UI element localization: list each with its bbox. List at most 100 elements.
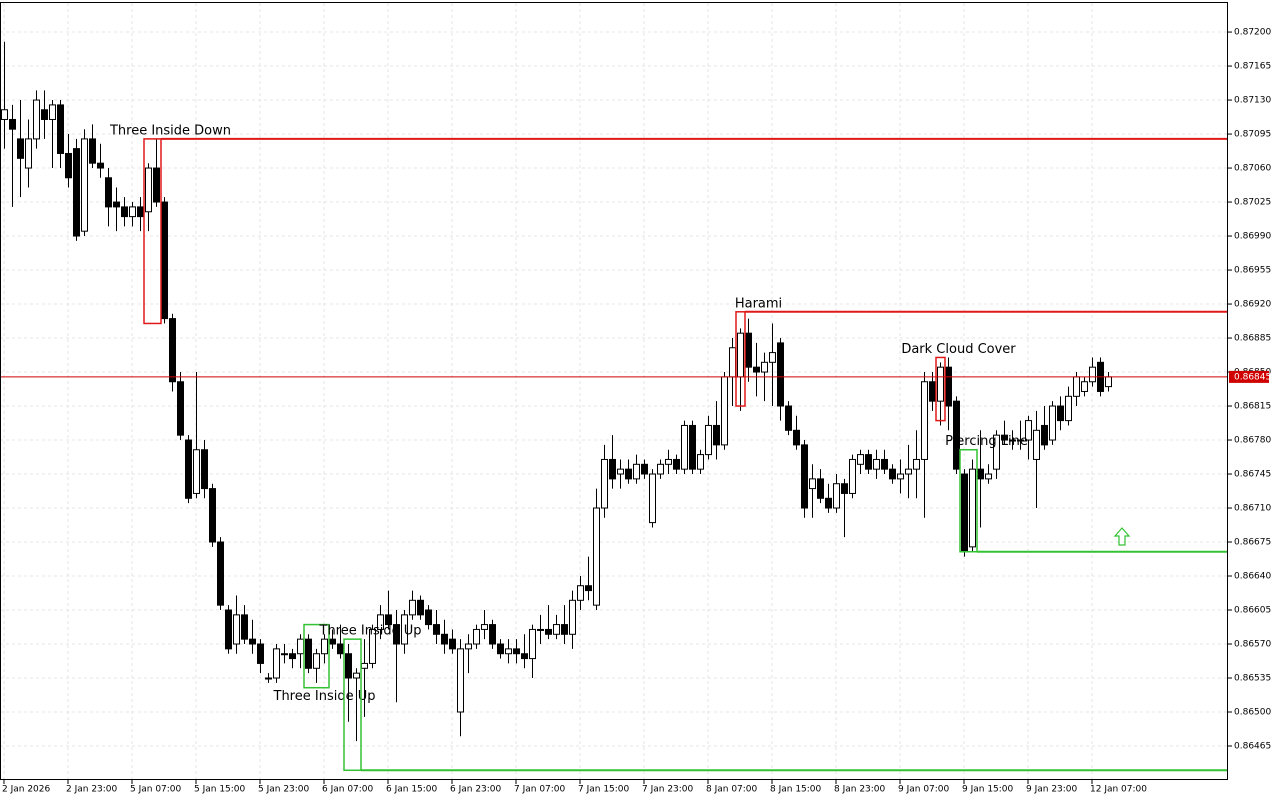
x-tick-label: 7 Jan 23:00 bbox=[642, 785, 694, 795]
candle-body bbox=[433, 624, 440, 635]
candle-body bbox=[497, 643, 504, 655]
candle-body bbox=[713, 424, 720, 446]
candle-body bbox=[513, 648, 520, 655]
candle-body bbox=[937, 366, 944, 402]
plot-border bbox=[0, 2, 1228, 780]
candle-body bbox=[177, 381, 184, 436]
candle-body bbox=[505, 648, 512, 655]
candle-body bbox=[193, 449, 200, 494]
candle-body bbox=[793, 429, 800, 446]
candle-body bbox=[201, 449, 208, 490]
candle-body bbox=[257, 643, 264, 664]
x-tick-label: 7 Jan 15:00 bbox=[578, 785, 630, 795]
y-tick-label: 0.86815 bbox=[1234, 402, 1271, 412]
candle-body bbox=[89, 138, 96, 164]
candle-body bbox=[665, 458, 672, 465]
x-tick-label: 7 Jan 07:00 bbox=[514, 785, 566, 795]
x-tick-label: 2 Jan 23:00 bbox=[66, 785, 118, 795]
candle-body bbox=[33, 99, 40, 140]
candle-body bbox=[441, 633, 448, 645]
candle-body bbox=[1049, 405, 1056, 441]
candle-body bbox=[353, 672, 360, 679]
candle-body bbox=[873, 458, 880, 470]
candle-body bbox=[1105, 376, 1112, 388]
pattern-label: Piercing Line bbox=[945, 434, 1028, 449]
candle-body bbox=[865, 454, 872, 470]
x-tick-label: 5 Jan 23:00 bbox=[258, 785, 310, 795]
candle-body bbox=[921, 381, 928, 460]
y-tick-label: 0.86675 bbox=[1234, 538, 1271, 548]
candle-body bbox=[401, 614, 408, 645]
candle-body bbox=[617, 468, 624, 475]
candle-body bbox=[897, 473, 904, 480]
x-tick-label: 12 Jan 07:00 bbox=[1090, 785, 1147, 795]
candle-body bbox=[57, 104, 64, 154]
candle-body bbox=[777, 342, 784, 407]
candle-body bbox=[993, 434, 1000, 470]
candle-body bbox=[857, 454, 864, 465]
candle-body bbox=[1, 109, 8, 120]
last-price-tag bbox=[1229, 370, 1269, 383]
y-tick-label: 0.86955 bbox=[1234, 266, 1271, 276]
x-tick-label: 5 Jan 15:00 bbox=[194, 785, 246, 795]
candle-body bbox=[705, 424, 712, 456]
candle-body bbox=[985, 473, 992, 480]
candle-body bbox=[529, 628, 536, 660]
candle-body bbox=[761, 361, 768, 373]
pattern-label: Harami bbox=[735, 296, 782, 311]
candle-body bbox=[129, 206, 136, 218]
y-tick-label: 0.86570 bbox=[1234, 640, 1271, 650]
candles bbox=[1, 41, 1112, 742]
x-tick-label: 8 Jan 15:00 bbox=[770, 785, 822, 795]
candle-body bbox=[249, 638, 256, 645]
candle-body bbox=[625, 468, 632, 480]
y-tick-label: 0.86920 bbox=[1234, 300, 1271, 310]
candle-body bbox=[633, 463, 640, 480]
y-tick-label: 0.87095 bbox=[1234, 130, 1271, 140]
candle-body bbox=[825, 497, 832, 509]
pattern-label: Three Inside Up bbox=[273, 689, 376, 704]
candle-body bbox=[1025, 420, 1032, 441]
y-tick-label: 0.86500 bbox=[1234, 708, 1271, 718]
candle-body bbox=[593, 507, 600, 606]
candle-body bbox=[1041, 424, 1048, 446]
y-tick-label: 0.86465 bbox=[1234, 742, 1271, 752]
pattern-label: Three Inside Up bbox=[319, 624, 422, 639]
candle-body bbox=[169, 318, 176, 383]
pattern-box bbox=[343, 638, 362, 772]
candle-body bbox=[1017, 439, 1024, 442]
x-tick-label: 8 Jan 07:00 bbox=[706, 785, 758, 795]
candle-body bbox=[721, 376, 728, 446]
candle-body bbox=[969, 468, 976, 548]
candle-body bbox=[1009, 439, 1016, 442]
candle-body bbox=[809, 478, 816, 490]
candle-body bbox=[145, 167, 152, 213]
pattern-box bbox=[935, 356, 946, 422]
candle-body bbox=[881, 458, 888, 470]
candle-body bbox=[489, 624, 496, 645]
candle-body bbox=[25, 138, 32, 169]
candle-body bbox=[9, 118, 16, 130]
candle-body bbox=[641, 463, 648, 475]
candle-body bbox=[1033, 429, 1040, 460]
candle-body bbox=[425, 609, 432, 626]
buy-arrow bbox=[1113, 527, 1131, 546]
candle-body bbox=[801, 444, 808, 509]
pattern-box bbox=[735, 311, 746, 407]
y-tick-label: 0.86745 bbox=[1234, 470, 1271, 480]
candle-body bbox=[745, 332, 752, 368]
y-tick-label: 0.86640 bbox=[1234, 572, 1271, 582]
last-price-label: 0.86845 bbox=[1234, 372, 1271, 382]
candle-body bbox=[361, 662, 368, 669]
candle-body bbox=[409, 599, 416, 616]
candle-body bbox=[137, 206, 144, 218]
candle-body bbox=[329, 638, 336, 645]
candle-body bbox=[1057, 405, 1064, 422]
candle-body bbox=[753, 366, 760, 373]
y-tick-label: 0.87060 bbox=[1234, 164, 1271, 174]
y-tick-label: 0.86990 bbox=[1234, 232, 1271, 242]
candle-body bbox=[681, 424, 688, 470]
candle-body bbox=[609, 458, 616, 480]
